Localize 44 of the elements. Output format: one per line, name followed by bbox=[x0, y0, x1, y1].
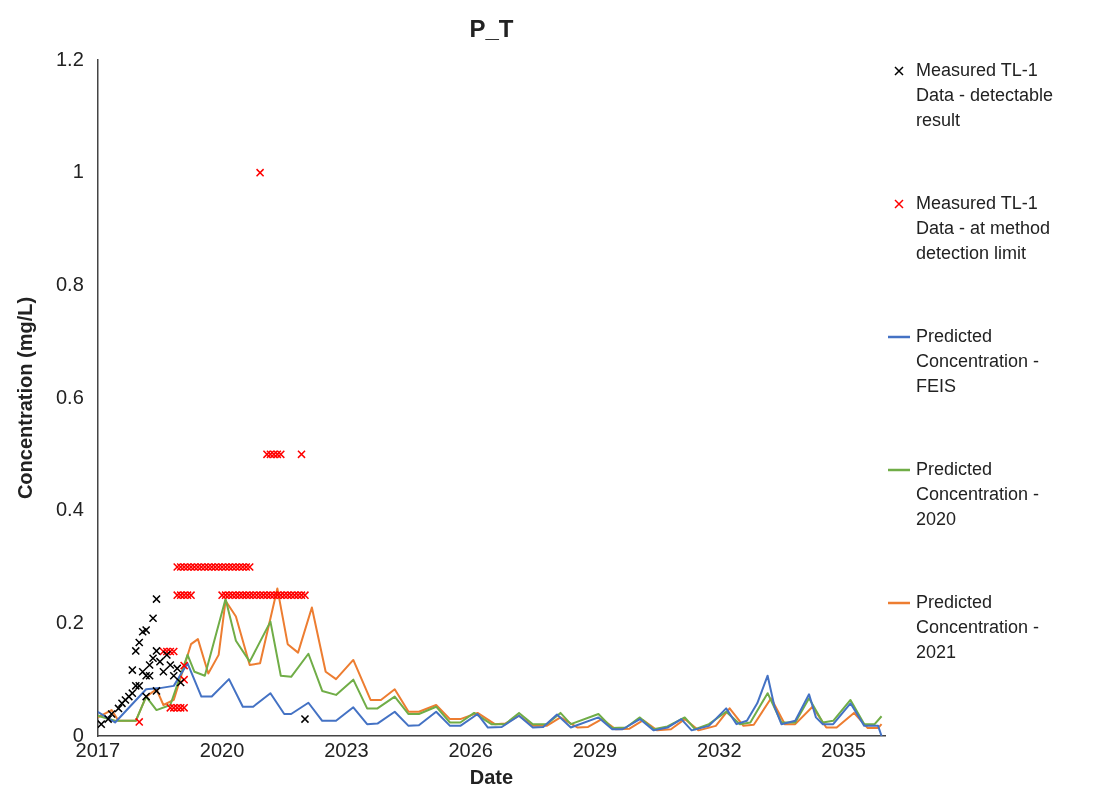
y-tick-label: 0.8 bbox=[55, 272, 84, 295]
x-tick-label: 2035 bbox=[821, 738, 866, 761]
point bbox=[166, 660, 175, 670]
y-tick-label: 0.4 bbox=[55, 498, 84, 521]
legend-label: Measured TL-1 Data - at method detection limit bbox=[916, 192, 1052, 265]
x-tick-label: 2026 bbox=[448, 738, 493, 761]
point bbox=[176, 678, 185, 687]
point bbox=[97, 719, 106, 729]
point bbox=[128, 665, 137, 675]
y-tick-label: 0.2 bbox=[55, 610, 84, 633]
y-axis-title: Concentration (mg/L) bbox=[13, 296, 36, 500]
point bbox=[152, 686, 161, 696]
legend-label: Predicted Concentration - 2020 bbox=[916, 458, 1041, 531]
point bbox=[148, 613, 158, 623]
point bbox=[300, 714, 310, 724]
point bbox=[114, 704, 123, 713]
legend-label: Measured TL-1 Data - detectable result bbox=[916, 59, 1055, 132]
point bbox=[138, 667, 147, 677]
point bbox=[131, 646, 141, 656]
legend-label: Predicted Concentration - 2021 bbox=[916, 591, 1041, 664]
point bbox=[141, 625, 151, 635]
point bbox=[159, 667, 168, 677]
x-tick-label: 2023 bbox=[324, 738, 369, 761]
point bbox=[117, 699, 127, 708]
x-axis-title: Date bbox=[469, 765, 514, 788]
point bbox=[121, 695, 130, 705]
point bbox=[107, 709, 116, 719]
point bbox=[141, 692, 151, 701]
y-tick-label: 1 bbox=[72, 160, 84, 183]
y-tick-label: 0.6 bbox=[55, 385, 84, 408]
point bbox=[124, 692, 134, 701]
y-tick-label: 1.2 bbox=[55, 47, 84, 70]
point bbox=[134, 638, 144, 647]
point bbox=[141, 671, 151, 681]
point bbox=[152, 594, 161, 604]
chart-title: P_T bbox=[469, 14, 514, 42]
x-tick-label: 2029 bbox=[572, 738, 618, 761]
point bbox=[145, 671, 154, 681]
x-tick-label: 2032 bbox=[697, 738, 742, 761]
point bbox=[103, 714, 113, 724]
x-tick-label: 2020 bbox=[199, 738, 245, 761]
point bbox=[155, 657, 165, 666]
legend-label: Predicted Concentration - FEIS bbox=[916, 325, 1041, 398]
point bbox=[138, 627, 147, 637]
